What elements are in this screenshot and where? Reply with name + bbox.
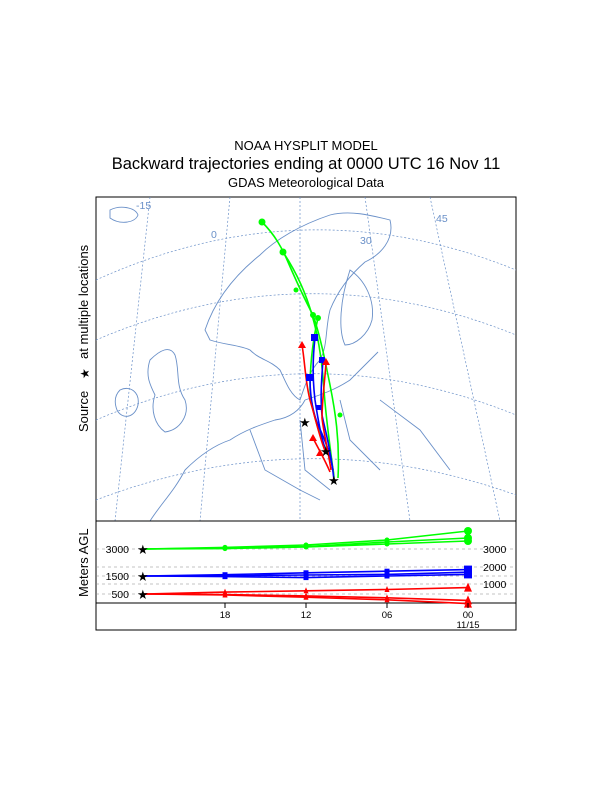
y-tick-right: 1000 bbox=[483, 579, 507, 591]
profile-marker-blue bbox=[464, 570, 472, 579]
y-tick-right: 2000 bbox=[483, 562, 507, 574]
x-date-label: 11/15 bbox=[456, 620, 479, 631]
profile-marker-blue bbox=[303, 570, 309, 576]
traj-red-1 bbox=[301, 344, 327, 454]
source-star-1: ★ bbox=[299, 416, 311, 431]
model-title: NOAA HYSPLIT MODEL bbox=[234, 138, 378, 153]
meters-agl-label: Meters AGL bbox=[76, 528, 91, 597]
profile-marker-red bbox=[303, 593, 309, 600]
grid-label-45: 45 bbox=[436, 213, 448, 225]
map-coastlines bbox=[109, 206, 451, 521]
left-axis-labels: Source ★ at multiple locations Meters AG… bbox=[76, 244, 92, 597]
profile-marker-blue bbox=[384, 568, 390, 574]
profile-marker-green bbox=[222, 546, 228, 552]
blue-markers bbox=[306, 334, 325, 410]
green-markers bbox=[258, 218, 343, 418]
source-stars: ★ ★ ★ bbox=[299, 416, 340, 489]
profile-marker-red bbox=[464, 582, 472, 592]
profile-marker-blue bbox=[384, 573, 390, 579]
y-tick-right: 3000 bbox=[483, 544, 507, 556]
profile-marker-blue bbox=[303, 575, 309, 581]
profile-marker-red bbox=[303, 587, 309, 594]
red-markers bbox=[298, 341, 330, 456]
grid-label-m15: -15 bbox=[136, 200, 151, 212]
grid-label-0: 0 bbox=[211, 229, 217, 241]
profile-marker-green bbox=[464, 527, 472, 535]
profile-marker-red bbox=[384, 586, 390, 593]
profile-marker-green bbox=[384, 541, 390, 547]
profile-marker-green bbox=[464, 537, 472, 545]
star-legend-icon: ★ bbox=[78, 368, 92, 379]
y-tick-left: 1500 bbox=[106, 571, 130, 583]
grid-label-30: 30 bbox=[360, 235, 372, 247]
profile-marker-green bbox=[303, 544, 309, 550]
trajectory-map: -15 0 30 45 bbox=[95, 196, 517, 522]
x-tick-label: 06 bbox=[382, 610, 393, 621]
multiple-locations-label: at multiple locations bbox=[76, 244, 91, 359]
source-star-3: ★ bbox=[328, 474, 340, 489]
map-frame bbox=[95, 196, 517, 522]
profile-start-star: ★ bbox=[137, 543, 149, 558]
x-tick-label: 00 bbox=[463, 610, 474, 621]
data-source-title: GDAS Meteorological Data bbox=[227, 175, 385, 190]
source-label: Source bbox=[76, 391, 91, 432]
traj-green-2 bbox=[282, 251, 335, 479]
profile-marker-red bbox=[222, 591, 228, 598]
profile-marker-blue bbox=[222, 574, 228, 580]
y-tick-left: 3000 bbox=[106, 544, 130, 556]
profile-start-star: ★ bbox=[137, 570, 149, 585]
x-tick-label: 18 bbox=[220, 610, 231, 621]
profile-marker-green bbox=[384, 537, 390, 543]
source-star-2: ★ bbox=[320, 445, 332, 460]
map-trajectories: ★ ★ ★ bbox=[258, 218, 343, 489]
profile-marker-blue bbox=[464, 565, 472, 574]
traj-blue-1 bbox=[312, 337, 327, 453]
x-tick-label: 12 bbox=[301, 610, 312, 621]
profile-start-star: ★ bbox=[137, 588, 149, 603]
traj-red-2 bbox=[321, 361, 332, 471]
chart-title: Backward trajectories ending at 0000 UTC… bbox=[111, 155, 501, 173]
y-tick-left: 500 bbox=[111, 589, 129, 601]
profile-marker-red bbox=[384, 596, 390, 603]
